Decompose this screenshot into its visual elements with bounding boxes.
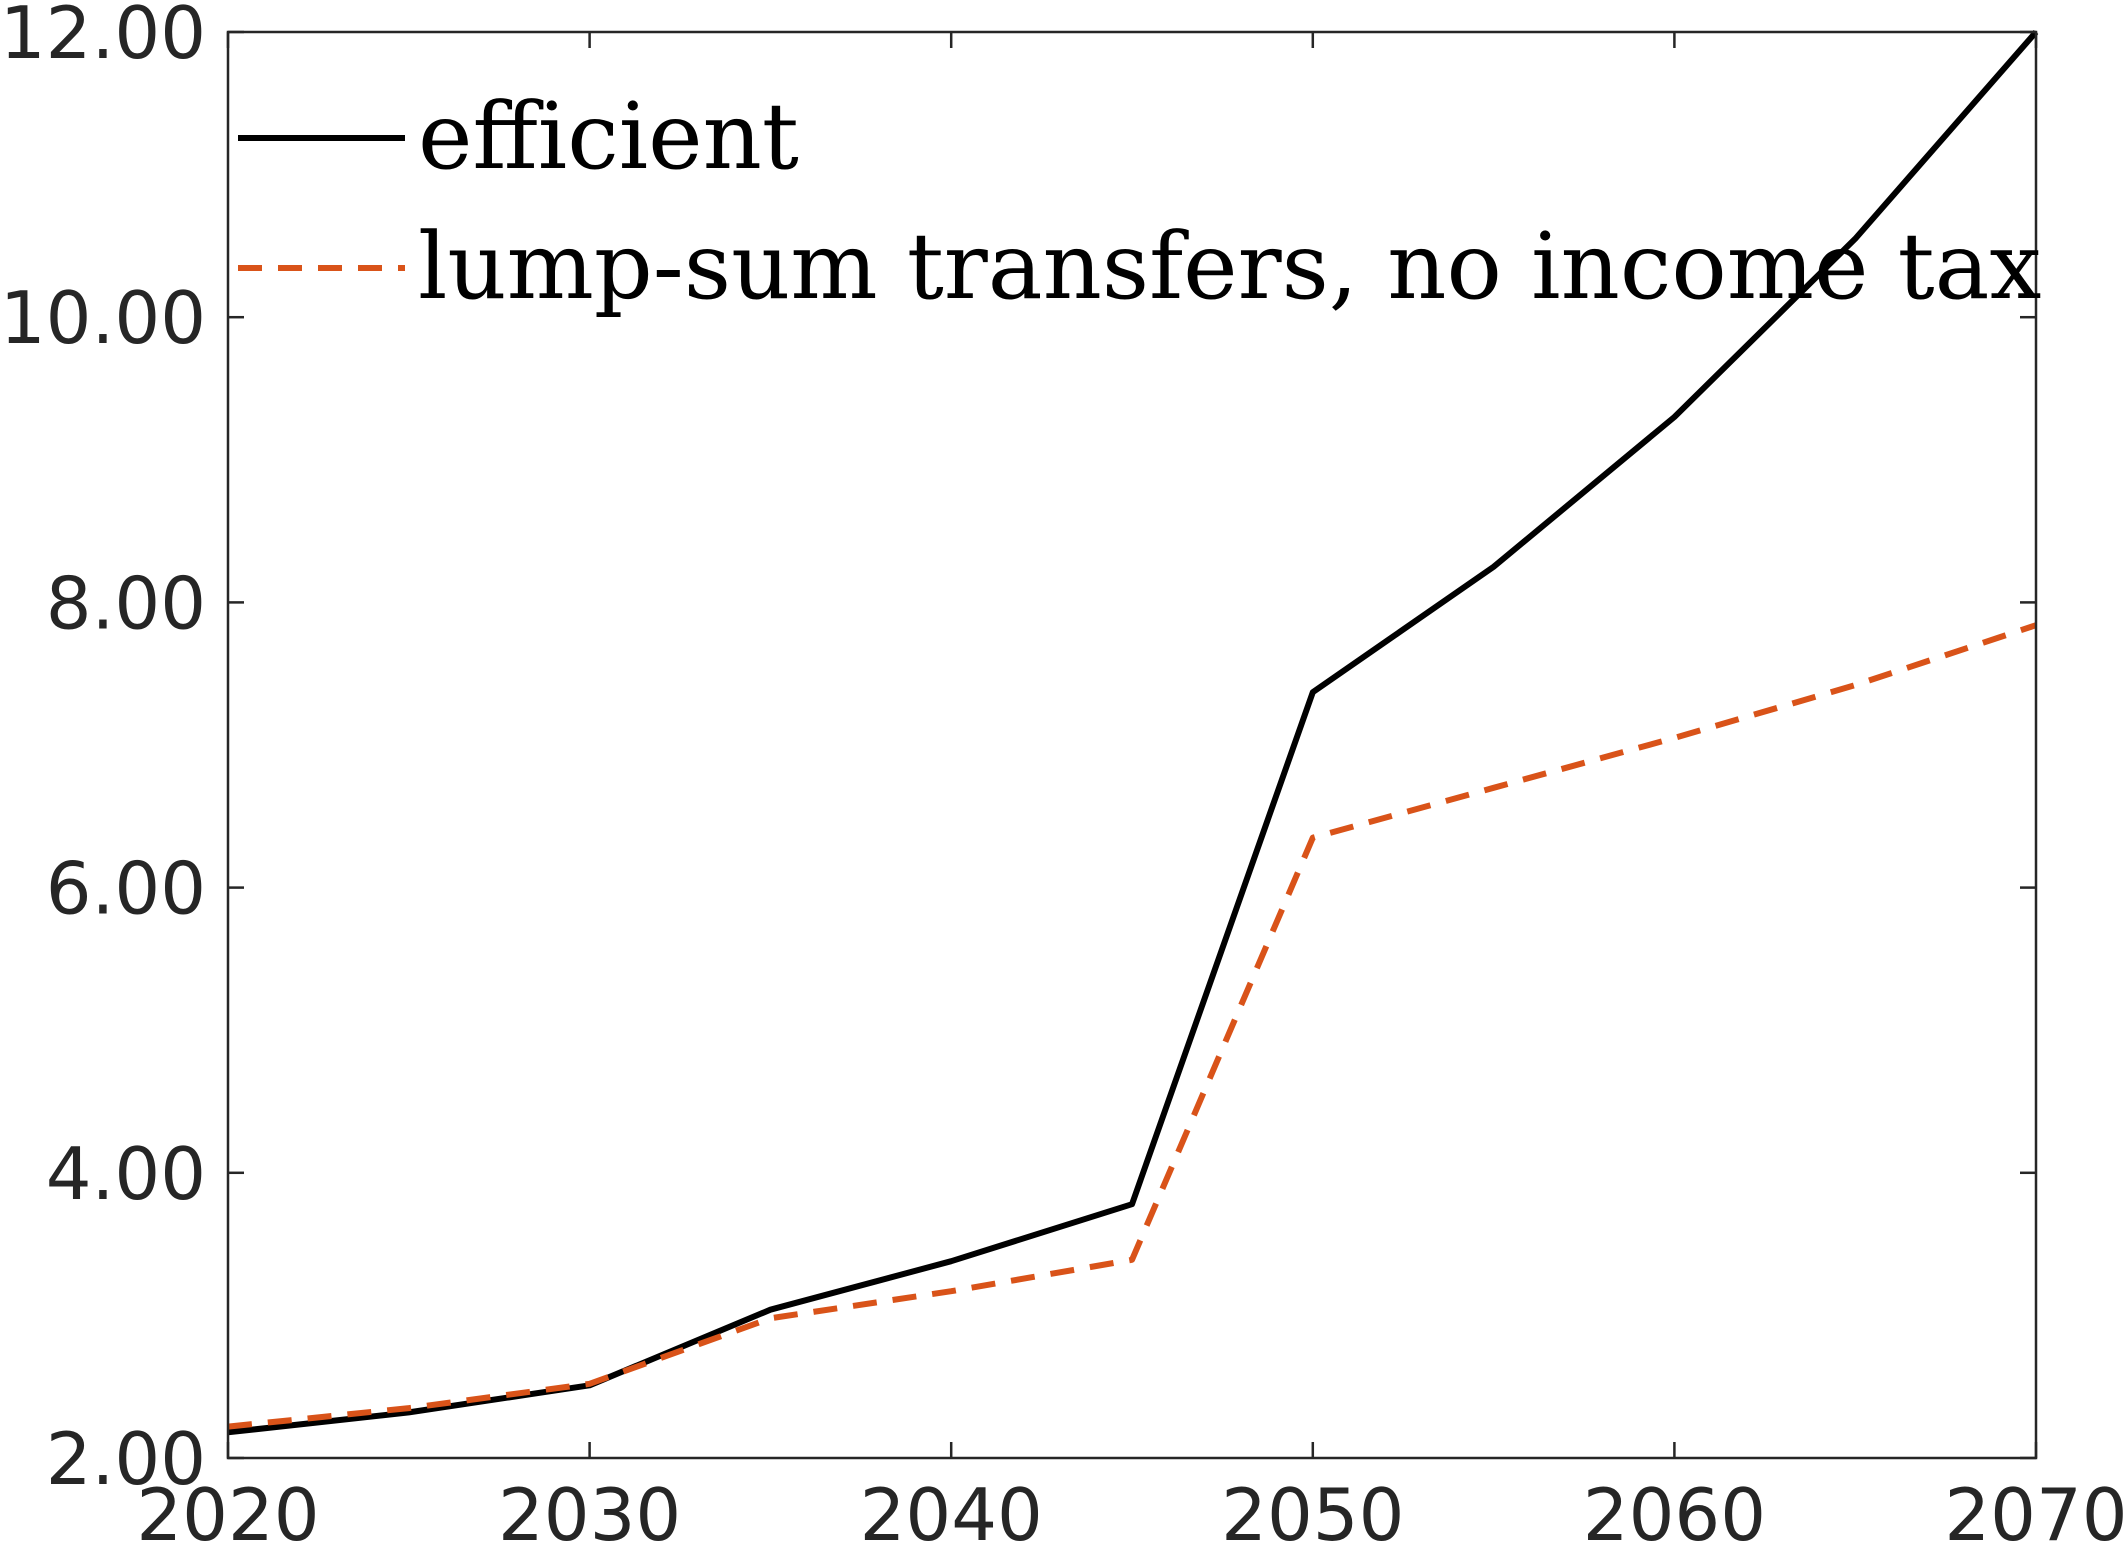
x-tick-label: 2070 xyxy=(1944,1473,2125,1554)
y-tick-label: 4.00 xyxy=(46,1132,206,1216)
legend: efficient lump-sum transfers, no income t… xyxy=(238,83,2041,320)
x-tick-label: 2050 xyxy=(1221,1473,1404,1554)
legend-label-0: efficient xyxy=(418,83,799,190)
x-tick-label: 2020 xyxy=(136,1473,319,1554)
legend-label-1: lump-sum transfers, no income tax xyxy=(418,213,2041,320)
x-axis-ticks: 2020 2030 2040 2050 2060 2070 xyxy=(136,32,2125,1554)
y-tick-label: 12.00 xyxy=(0,0,206,75)
x-tick-label: 2040 xyxy=(860,1473,1043,1554)
y-tick-label: 8.00 xyxy=(46,561,206,645)
y-tick-label: 10.00 xyxy=(0,276,206,360)
x-tick-label: 2030 xyxy=(498,1473,681,1554)
series-line-1 xyxy=(227,622,2037,1430)
plot-background xyxy=(228,32,2036,1458)
x-tick-label: 2060 xyxy=(1583,1473,1766,1554)
y-axis-ticks: 2.00 4.00 6.00 8.00 10.00 12.00 xyxy=(0,0,2036,1501)
series-layer xyxy=(227,30,2039,1436)
y-tick-label: 6.00 xyxy=(46,847,206,931)
y-tick-label: 2.00 xyxy=(46,1417,206,1501)
plot-frame xyxy=(226,30,2038,1460)
